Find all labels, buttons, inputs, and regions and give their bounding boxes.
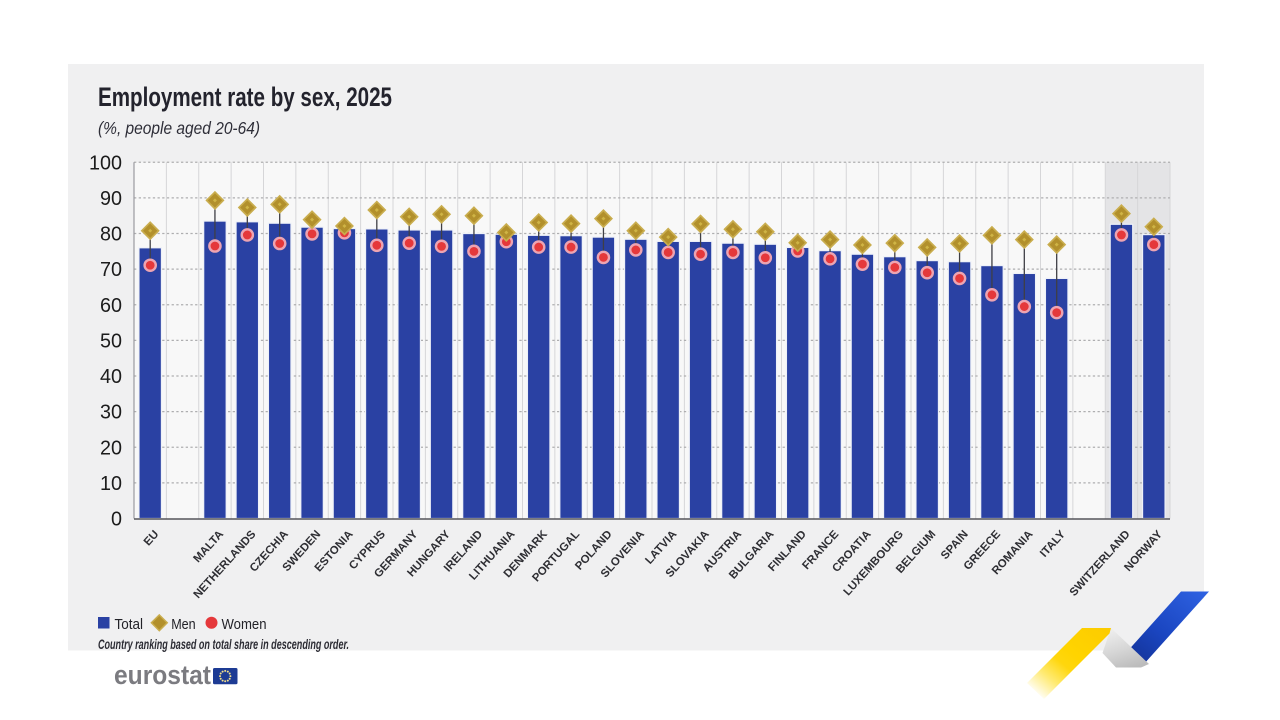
svg-text:60: 60	[100, 295, 122, 317]
svg-text:0: 0	[111, 509, 122, 531]
svg-text:(%, people aged 20-64): (%, people aged 20-64)	[98, 118, 260, 138]
svg-text:70: 70	[100, 259, 122, 281]
svg-text:20: 20	[100, 437, 122, 459]
svg-text:eurostat: eurostat	[114, 660, 211, 690]
svg-text:90: 90	[100, 188, 122, 210]
svg-text:Employment rate by sex, 2025: Employment rate by sex, 2025	[98, 82, 392, 112]
svg-text:10: 10	[100, 473, 122, 495]
svg-text:Country ranking based on total: Country ranking based on total share in …	[98, 637, 349, 652]
svg-text:100: 100	[89, 152, 122, 174]
svg-text:50: 50	[100, 330, 122, 352]
svg-text:Women: Women	[222, 616, 267, 633]
svg-text:80: 80	[100, 224, 122, 246]
svg-text:30: 30	[100, 402, 122, 424]
svg-text:40: 40	[100, 366, 122, 388]
svg-text:Men: Men	[171, 616, 196, 633]
svg-text:Total: Total	[115, 616, 144, 633]
